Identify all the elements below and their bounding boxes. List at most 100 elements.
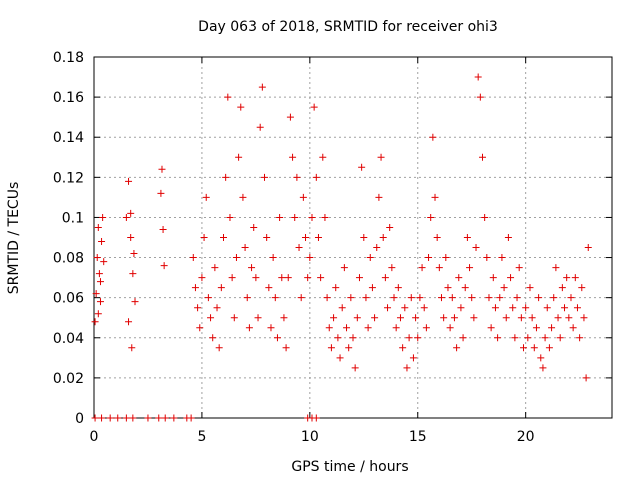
data-point [209, 334, 217, 342]
y-tick-label: 0.08 [53, 251, 84, 267]
data-point [302, 234, 310, 241]
data-point [463, 234, 471, 241]
data-point [91, 414, 99, 422]
data-point [98, 238, 106, 246]
data-point [122, 213, 130, 221]
data-point [312, 414, 320, 422]
data-point [269, 254, 277, 262]
data-point [187, 414, 195, 422]
data-point [459, 334, 467, 342]
data-point [158, 165, 166, 173]
data-point [418, 264, 426, 272]
data-point [114, 414, 122, 422]
data-point [273, 334, 281, 342]
data-point [362, 294, 370, 302]
data-point [470, 314, 478, 322]
data-point [330, 314, 338, 322]
data-point [405, 334, 413, 342]
data-point [261, 173, 269, 181]
data-point [191, 284, 199, 292]
data-point [491, 304, 499, 312]
data-point [157, 189, 165, 197]
data-point [403, 364, 411, 372]
data-point [474, 73, 482, 81]
y-tick-label: 0.18 [53, 50, 84, 66]
data-point [509, 304, 517, 312]
data-point [388, 264, 396, 272]
data-point [537, 354, 545, 362]
data-point [321, 213, 329, 221]
data-point [379, 234, 387, 241]
data-point [345, 344, 353, 352]
data-point [220, 234, 227, 241]
data-point [291, 213, 299, 221]
data-point [435, 264, 443, 272]
data-point [355, 274, 363, 282]
data-point [567, 294, 575, 302]
data-point [543, 304, 551, 312]
data-point [94, 310, 102, 318]
data-point [96, 298, 104, 306]
y-axis-label: SRMTID / TECUs [6, 182, 22, 295]
data-point [319, 153, 327, 161]
data-point [364, 324, 372, 332]
data-point [232, 254, 240, 262]
data-point [211, 264, 219, 272]
data-point [96, 278, 104, 286]
data-point [399, 344, 407, 352]
data-point [561, 304, 569, 312]
data-point [442, 254, 450, 262]
plot-frame [93, 56, 613, 419]
data-point [91, 318, 99, 326]
data-point [386, 223, 394, 231]
data-point [548, 324, 556, 332]
data-point [524, 334, 532, 342]
data-point [245, 324, 253, 332]
data-point [409, 354, 417, 362]
data-point [230, 314, 238, 322]
data-point [161, 414, 169, 422]
data-point [336, 354, 344, 362]
data-point [511, 334, 519, 342]
data-point [353, 314, 361, 322]
data-point [312, 173, 320, 181]
data-point [95, 270, 103, 278]
data-point [504, 234, 512, 241]
data-point [483, 254, 491, 262]
data-point [160, 262, 168, 270]
data-point [371, 314, 379, 322]
data-point [578, 284, 586, 292]
chart-title: Day 063 of 2018, SRMTID for receiver ohi… [198, 19, 498, 35]
data-point [433, 234, 441, 241]
data-point [420, 304, 428, 312]
data-points [91, 73, 592, 422]
x-tick-label: 15 [409, 429, 427, 445]
data-point [530, 344, 538, 352]
data-point [332, 284, 340, 292]
data-point [351, 364, 359, 372]
data-point [202, 193, 210, 201]
data-point [310, 103, 318, 111]
data-point [194, 304, 202, 312]
x-tick-label: 5 [197, 429, 206, 445]
data-point [258, 83, 266, 91]
data-point [416, 294, 424, 302]
y-axis-ticks: 0 0.02 0.04 0.06 0.08 0.1 0.12 0.14 0.16 0.18 [53, 50, 612, 427]
data-point [347, 294, 355, 302]
data-point [532, 324, 540, 332]
data-point [127, 234, 135, 241]
data-point [314, 234, 322, 241]
data-point [425, 254, 433, 262]
data-point [94, 223, 102, 231]
data-point [552, 264, 560, 272]
data-point [582, 374, 590, 382]
data-point [200, 234, 208, 241]
grid-lines [94, 57, 612, 418]
data-point [496, 294, 504, 302]
data-point [252, 274, 260, 282]
data-point [487, 324, 495, 332]
data-point [556, 334, 564, 342]
data-point [414, 334, 422, 342]
data-point [573, 304, 581, 312]
data-point [198, 274, 206, 282]
